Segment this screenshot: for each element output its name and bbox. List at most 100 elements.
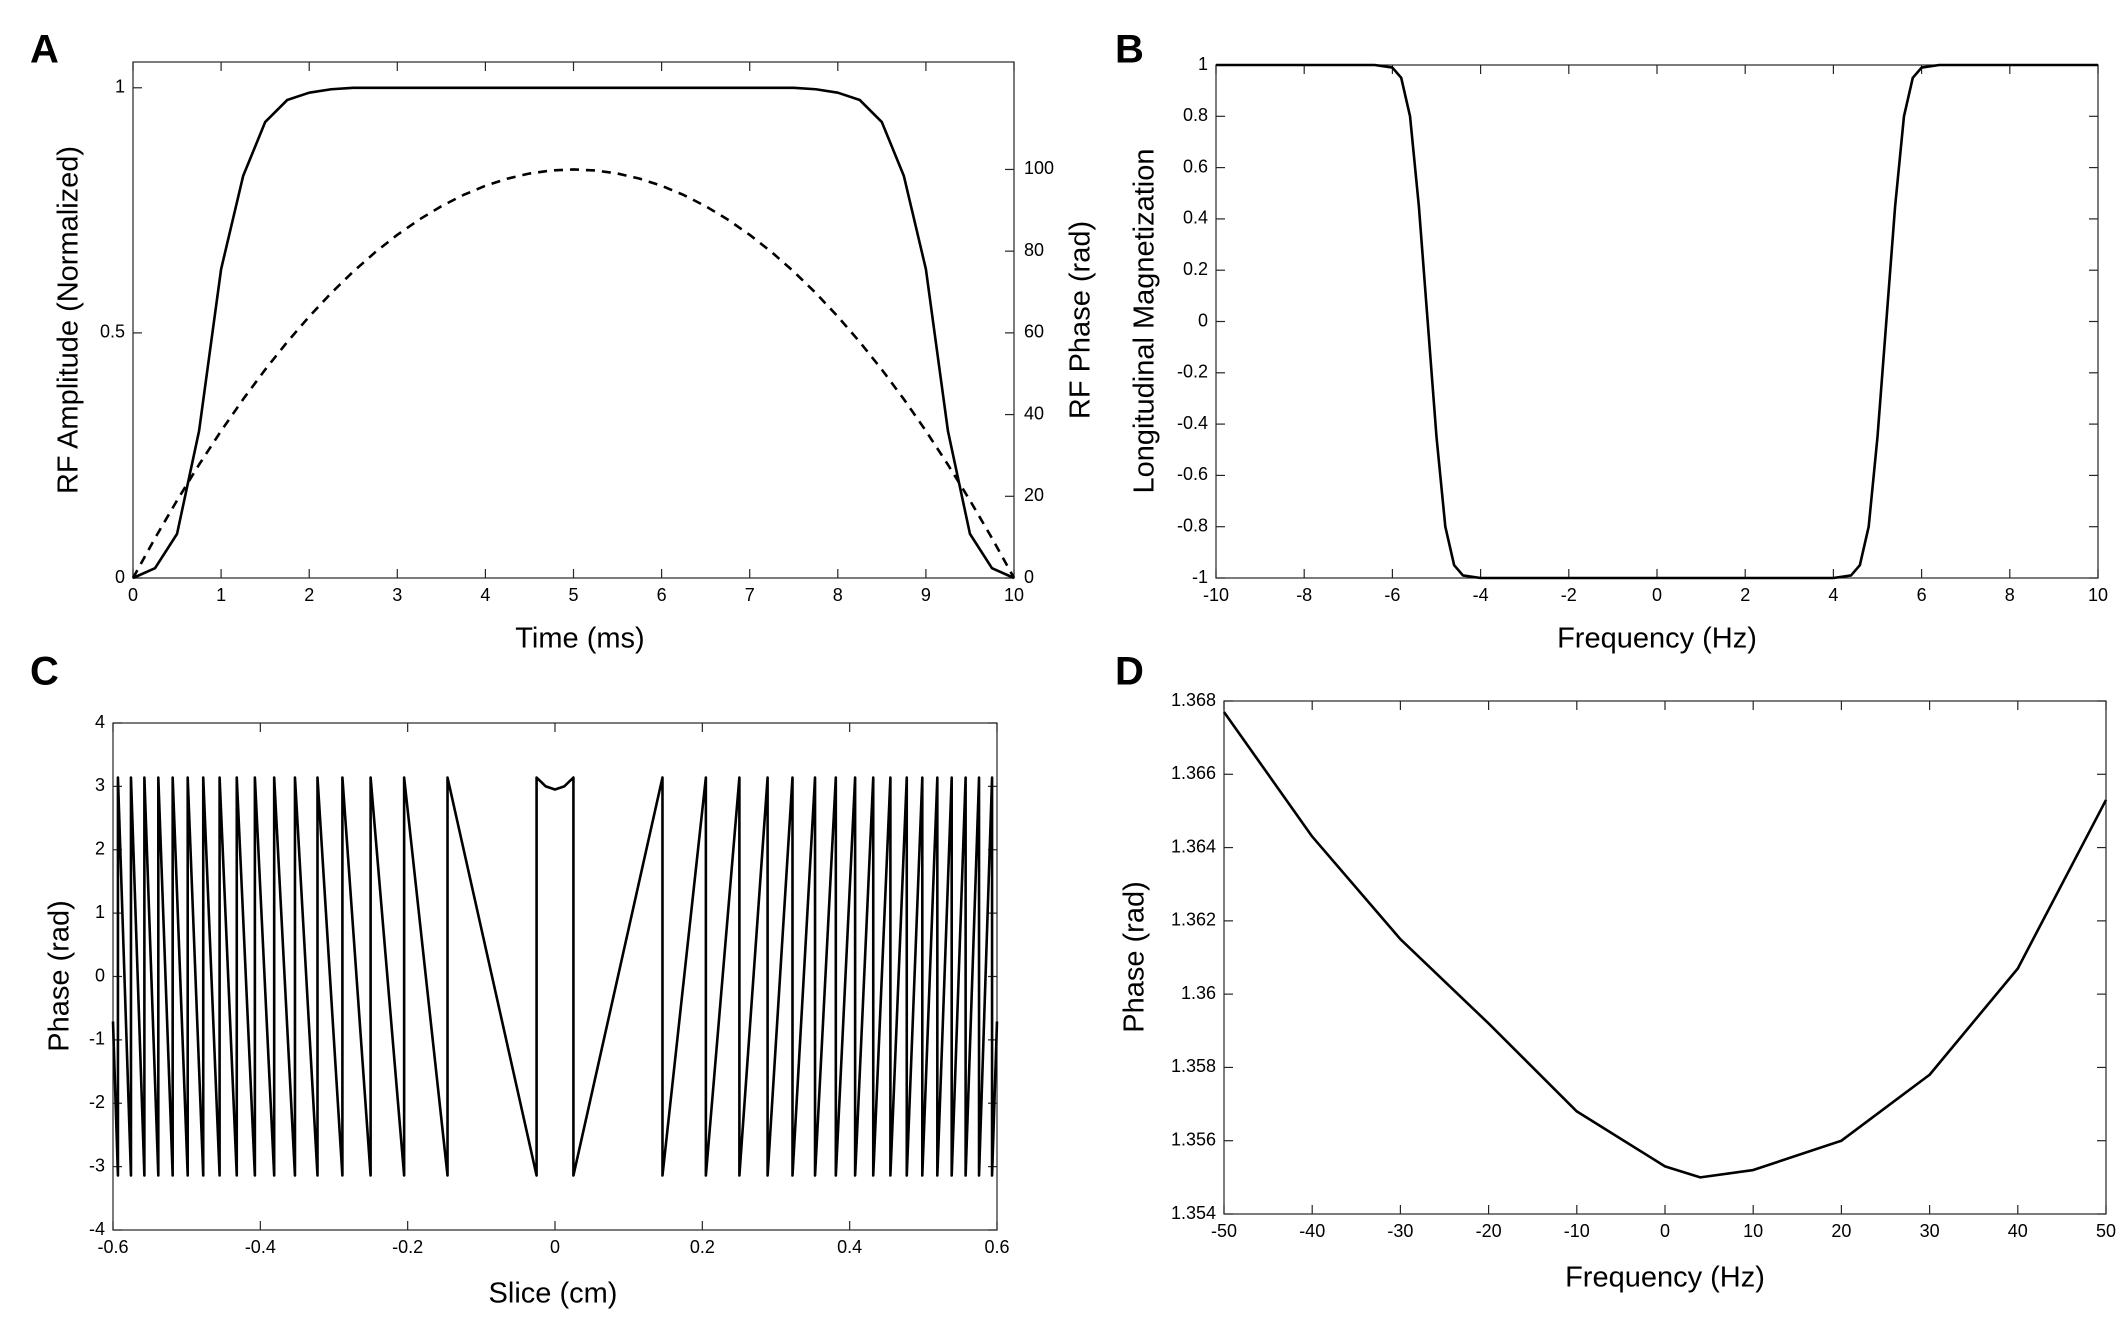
plot-frame [112,722,998,1231]
y-tick-label: -0.6 [1177,464,1208,484]
y-tick-label: -4 [89,1219,105,1239]
y-axis-title: RF Amplitude (Normalized) [53,146,85,494]
x-axis-title: Frequency (Hz) [1557,623,1757,655]
y-tick-label: 1 [95,902,105,922]
x-tick-label: -0.2 [392,1237,423,1257]
panel-letter: B [1115,28,1144,72]
y-tick-label: 1 [1198,54,1208,74]
x-tick-label: 0.6 [984,1237,1009,1257]
y-tick-label: -2 [89,1092,105,1112]
y-tick-label: -3 [89,1155,105,1175]
x-tick-label: -0.6 [97,1237,128,1257]
y-axis-title: Phase (rad) [44,900,76,1052]
y-tick-label: 1.354 [1171,1203,1216,1223]
x-axis-title: Frequency (Hz) [1565,1262,1765,1294]
x-tick-label: -8 [1296,585,1312,605]
y2-tick-label: 100 [1024,158,1054,178]
y-tick-label: 1 [115,77,125,97]
x-tick-label: -0.4 [245,1237,276,1257]
plot-frame [132,61,1015,579]
x-tick-label: 0.2 [690,1237,715,1257]
y-tick-label: -0.4 [1177,413,1208,433]
x-tick-label: 1 [216,585,226,605]
x-tick-label: 0.4 [837,1237,862,1257]
data-line [1222,711,2108,1179]
y2-tick-label: 20 [1024,485,1044,505]
x-tick-label: 50 [2096,1221,2116,1241]
x-tick-label: 2 [1740,585,1750,605]
y-tick-label: 0.2 [1183,259,1208,279]
y-tick-label: 1.368 [1171,690,1216,710]
y-tick-label: 1.356 [1171,1129,1216,1149]
x-tick-label: -30 [1387,1221,1413,1241]
x-axis-title: Time (ms) [515,623,644,655]
y-axis-title: Longitudinal Magnetization [1129,148,1161,493]
data-line [131,168,1016,579]
y-tick-label: -0.8 [1177,515,1208,535]
y-tick-label: 1.366 [1171,763,1216,783]
plot-frame [1223,700,2107,1215]
y2-tick-label: 40 [1024,403,1044,423]
x-tick-label: -10 [1564,1221,1590,1241]
y-tick-label: 0 [1198,310,1208,330]
x-tick-label: 0 [1652,585,1662,605]
data-line [132,86,1015,580]
y-tick-label: 3 [95,775,105,795]
panel-letter: D [1115,650,1144,694]
x-tick-label: 30 [1920,1221,1940,1241]
y-tick-label: 0 [95,965,105,985]
y-tick-label: 1.364 [1171,836,1216,856]
y2-axis-title: RF Phase (rad) [1065,221,1097,419]
x-tick-label: 6 [657,585,667,605]
x-tick-label: -50 [1211,1221,1237,1241]
x-tick-label: 2 [304,585,314,605]
y-tick-label: 4 [95,712,105,732]
plot-frame [1215,64,2099,579]
x-tick-label: 6 [1917,585,1927,605]
y-tick-label: 0.8 [1183,105,1208,125]
y-tick-label: 0.5 [100,322,125,342]
x-axis-title: Slice (cm) [489,1278,618,1310]
x-tick-label: 0 [1660,1221,1670,1241]
x-tick-label: 20 [1831,1221,1851,1241]
x-tick-label: 10 [1743,1221,1763,1241]
y-tick-label: -1 [89,1029,105,1049]
y-tick-label: 0 [115,567,125,587]
x-tick-label: 7 [745,585,755,605]
x-tick-label: 40 [2008,1221,2028,1241]
y-tick-label: 2 [95,839,105,859]
x-tick-label: -40 [1299,1221,1325,1241]
y2-tick-label: 80 [1024,240,1044,260]
x-tick-label: 5 [568,585,578,605]
x-tick-label: 8 [833,585,843,605]
x-tick-label: 10 [2088,585,2108,605]
y-tick-label: -1 [1192,567,1208,587]
y-tick-label: 1.358 [1171,1056,1216,1076]
data-line [111,776,999,1177]
y-axis-title: Phase (rad) [1119,881,1151,1033]
x-tick-label: 4 [1828,585,1838,605]
x-tick-label: -10 [1203,585,1229,605]
x-tick-label: -4 [1473,585,1489,605]
y2-tick-label: 60 [1024,322,1044,342]
x-tick-label: 4 [480,585,490,605]
x-tick-label: -2 [1561,585,1577,605]
y-tick-label: 0.4 [1183,208,1208,228]
x-tick-label: 0 [128,585,138,605]
y-tick-label: 0.6 [1183,156,1208,176]
panel-letter: A [30,28,59,72]
y-tick-label: -0.2 [1177,362,1208,382]
x-tick-label: 0 [550,1237,560,1257]
x-tick-label: 10 [1004,585,1024,605]
panel-letter: C [30,650,59,694]
data-line [1216,63,2098,580]
x-tick-label: 8 [2005,585,2015,605]
x-tick-label: 3 [392,585,402,605]
y-tick-label: 1.36 [1181,983,1216,1003]
x-tick-label: -6 [1384,585,1400,605]
y2-tick-label: 0 [1024,567,1034,587]
y-tick-label: 1.362 [1171,910,1216,930]
x-tick-label: -20 [1476,1221,1502,1241]
x-tick-label: 9 [921,585,931,605]
